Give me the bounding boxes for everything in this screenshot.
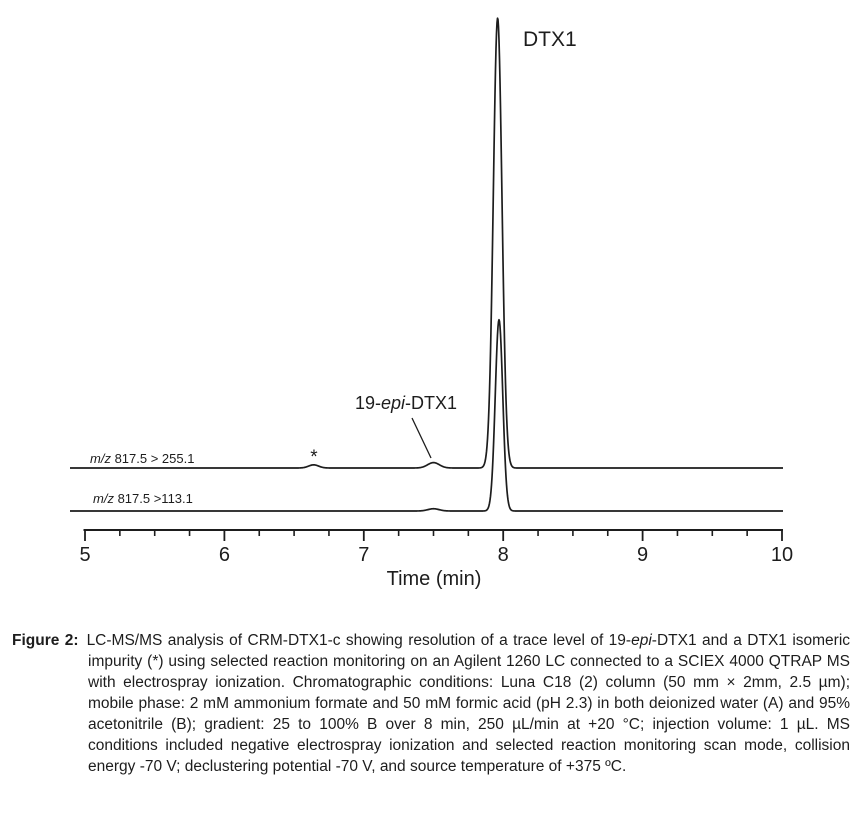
chromatogram-plot: m/z 817.5 > 255.1 m/z 817.5 >113.1 5 6 7 8 9 10… (69, 17, 793, 590)
x-tick-label-9: 9 (637, 544, 648, 566)
trace-label-1: m/z 817.5 > 255.1 (90, 451, 194, 466)
impurity-asterisk: * (310, 447, 318, 468)
figure-caption-paragraph: Figure 2: LC-MS/MS analysis of CRM-DTX1-c… (12, 630, 850, 777)
x-tick-label-10: 10 (771, 544, 793, 566)
epi-leader-line (411, 417, 432, 459)
x-tick-label-6: 6 (219, 544, 230, 566)
figure-caption: Figure 2: LC-MS/MS analysis of CRM-DTX1-c… (12, 630, 850, 777)
x-tick-label-5: 5 (79, 544, 90, 566)
figure-caption-label: Figure 2: (12, 632, 79, 649)
trace-line-1 (69, 17, 784, 469)
figure-caption-text: LC-MS/MS analysis of CRM-DTX1-c showing … (86, 632, 851, 775)
x-axis-title: Time (min) (387, 568, 482, 590)
x-tick-label-8: 8 (498, 544, 509, 566)
x-tick-label-7: 7 (358, 544, 369, 566)
peak-label-19-epi-dtx1: 19-epi-DTX1 (355, 393, 457, 413)
trace-line-2 (69, 318, 784, 512)
trace-label-2: m/z 817.5 >113.1 (93, 491, 193, 506)
peak-label-dtx1: DTX1 (523, 28, 577, 51)
